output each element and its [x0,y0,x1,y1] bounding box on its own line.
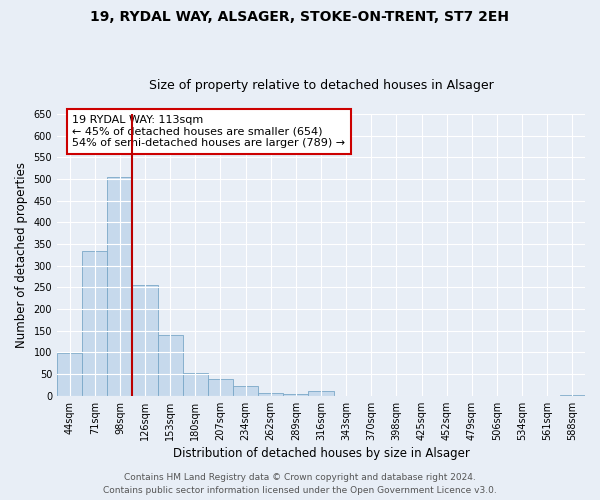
Text: Contains HM Land Registry data © Crown copyright and database right 2024.
Contai: Contains HM Land Registry data © Crown c… [103,474,497,495]
Bar [308,392,334,396]
X-axis label: Distribution of detached houses by size in Alsager: Distribution of detached houses by size … [173,447,469,460]
Bar [82,250,107,396]
Text: 19, RYDAL WAY, ALSAGER, STOKE-ON-TRENT, ST7 2EH: 19, RYDAL WAY, ALSAGER, STOKE-ON-TRENT, … [91,10,509,24]
Bar [158,335,183,396]
Bar [283,394,308,396]
Bar [208,380,233,396]
Y-axis label: Number of detached properties: Number of detached properties [15,162,28,348]
Text: 19 RYDAL WAY: 113sqm
← 45% of detached houses are smaller (654)
54% of semi-deta: 19 RYDAL WAY: 113sqm ← 45% of detached h… [72,115,345,148]
Bar [233,386,258,396]
Bar [107,177,133,396]
Bar [560,394,585,396]
Bar [258,393,283,396]
Bar [183,373,208,396]
Title: Size of property relative to detached houses in Alsager: Size of property relative to detached ho… [149,79,493,92]
Bar [133,286,158,396]
Bar [57,354,82,396]
